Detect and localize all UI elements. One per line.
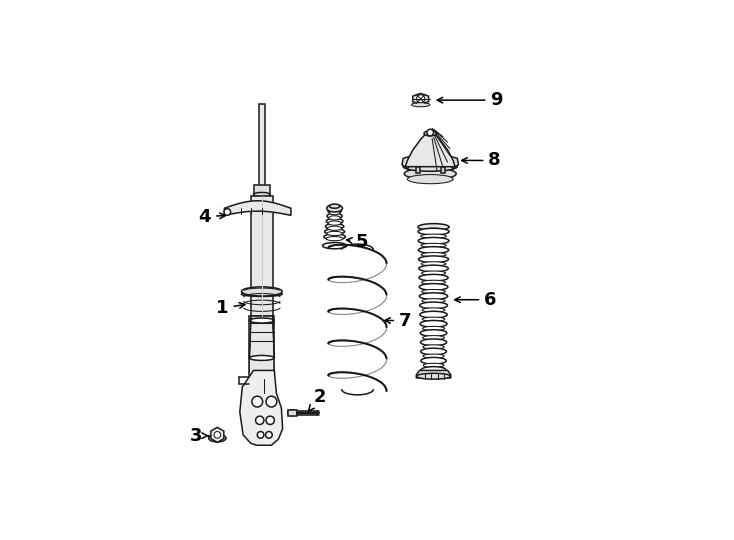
Ellipse shape — [250, 318, 275, 323]
Ellipse shape — [421, 367, 446, 373]
Ellipse shape — [418, 247, 448, 253]
Ellipse shape — [327, 231, 342, 235]
Bar — [440, 167, 445, 173]
Ellipse shape — [327, 205, 343, 212]
Ellipse shape — [330, 204, 340, 208]
Text: 4: 4 — [199, 207, 225, 226]
Bar — [250, 316, 275, 375]
Ellipse shape — [422, 299, 445, 303]
Ellipse shape — [250, 355, 275, 360]
Ellipse shape — [419, 265, 448, 272]
Ellipse shape — [420, 321, 447, 327]
Ellipse shape — [420, 302, 448, 309]
Ellipse shape — [423, 228, 445, 232]
Ellipse shape — [419, 274, 448, 281]
Ellipse shape — [327, 218, 343, 224]
Circle shape — [252, 396, 263, 407]
Ellipse shape — [423, 326, 445, 330]
Bar — [415, 167, 420, 173]
Circle shape — [257, 431, 264, 438]
Ellipse shape — [241, 292, 282, 296]
Polygon shape — [250, 316, 251, 373]
Ellipse shape — [421, 253, 446, 256]
Circle shape — [266, 416, 275, 424]
Circle shape — [417, 95, 425, 103]
Polygon shape — [402, 156, 413, 168]
Ellipse shape — [253, 192, 270, 197]
Ellipse shape — [419, 293, 448, 300]
Ellipse shape — [412, 103, 430, 107]
Circle shape — [214, 431, 221, 438]
Text: 8: 8 — [462, 151, 501, 170]
Ellipse shape — [326, 237, 343, 241]
Ellipse shape — [424, 363, 444, 367]
Ellipse shape — [421, 262, 446, 266]
Ellipse shape — [288, 410, 297, 416]
Ellipse shape — [421, 244, 446, 247]
Ellipse shape — [421, 330, 447, 336]
Ellipse shape — [330, 211, 340, 215]
Ellipse shape — [423, 345, 444, 349]
Ellipse shape — [328, 208, 341, 214]
Ellipse shape — [208, 435, 226, 442]
Ellipse shape — [423, 335, 445, 340]
Circle shape — [266, 396, 277, 407]
Ellipse shape — [418, 228, 449, 235]
Ellipse shape — [422, 289, 446, 294]
Polygon shape — [405, 133, 455, 167]
Circle shape — [266, 431, 272, 438]
Ellipse shape — [421, 280, 446, 285]
Circle shape — [255, 416, 264, 424]
Ellipse shape — [422, 317, 445, 321]
Ellipse shape — [418, 256, 448, 262]
Ellipse shape — [329, 216, 341, 220]
Ellipse shape — [241, 287, 282, 296]
Bar — [288, 410, 297, 416]
Text: 3: 3 — [190, 427, 208, 445]
Ellipse shape — [404, 168, 457, 180]
Ellipse shape — [324, 234, 346, 240]
Ellipse shape — [328, 221, 341, 225]
Ellipse shape — [327, 226, 342, 231]
Polygon shape — [272, 316, 275, 373]
Ellipse shape — [407, 174, 453, 184]
Ellipse shape — [421, 234, 446, 238]
Ellipse shape — [324, 229, 344, 234]
Bar — [254, 185, 269, 196]
Text: 1: 1 — [216, 299, 245, 317]
Ellipse shape — [421, 339, 447, 346]
Polygon shape — [211, 427, 224, 442]
Circle shape — [224, 208, 230, 215]
Text: 9: 9 — [437, 91, 503, 109]
Bar — [251, 196, 272, 316]
Ellipse shape — [418, 238, 449, 244]
Circle shape — [427, 129, 434, 136]
Bar — [259, 104, 264, 194]
Text: 2: 2 — [308, 388, 327, 411]
Text: 7: 7 — [385, 312, 412, 329]
Ellipse shape — [421, 348, 446, 355]
Ellipse shape — [421, 271, 446, 275]
Ellipse shape — [418, 224, 449, 230]
Ellipse shape — [327, 213, 342, 219]
Text: 6: 6 — [454, 291, 497, 309]
Ellipse shape — [420, 311, 447, 318]
Polygon shape — [413, 93, 429, 104]
Polygon shape — [448, 156, 459, 168]
Ellipse shape — [422, 308, 445, 312]
Ellipse shape — [416, 373, 451, 379]
Ellipse shape — [403, 162, 457, 171]
Ellipse shape — [423, 354, 444, 358]
Polygon shape — [225, 201, 291, 215]
Text: 5: 5 — [346, 233, 368, 251]
Ellipse shape — [322, 242, 346, 249]
Ellipse shape — [419, 284, 448, 291]
Ellipse shape — [325, 224, 344, 230]
Polygon shape — [240, 370, 283, 446]
Ellipse shape — [421, 357, 446, 364]
Ellipse shape — [424, 131, 437, 136]
Polygon shape — [416, 370, 451, 378]
